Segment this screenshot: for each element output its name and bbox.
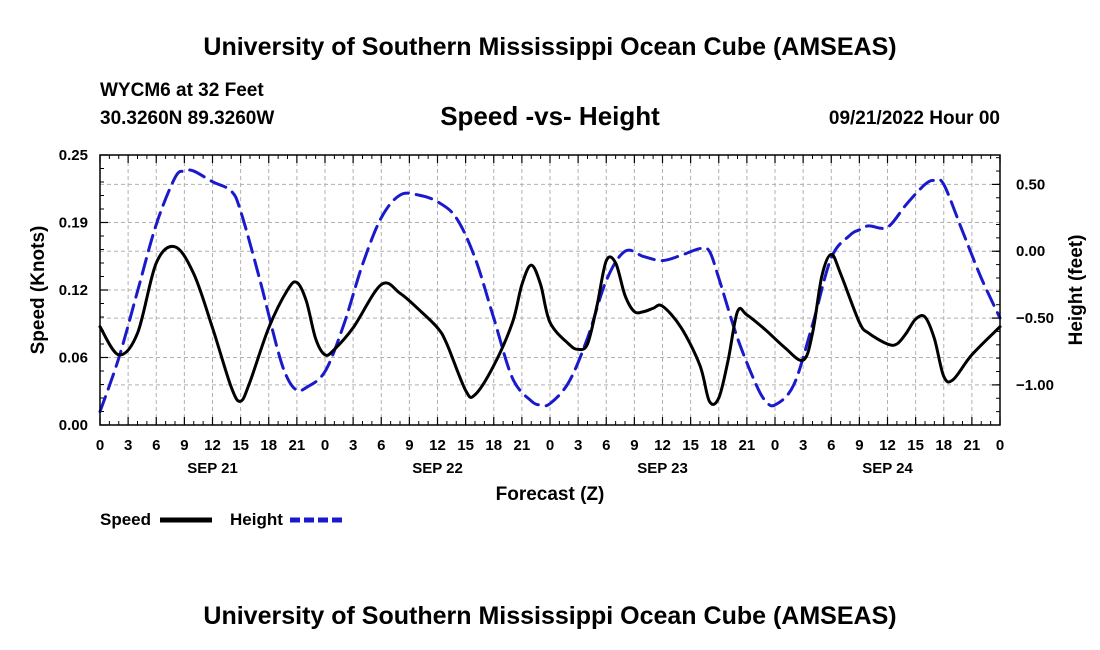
legend: Speed Height xyxy=(100,510,342,529)
y2-tick-label: 0.50 xyxy=(1016,176,1045,193)
day-label: SEP 23 xyxy=(637,460,688,477)
footer-title: University of Southern Mississippi Ocean… xyxy=(203,602,896,630)
y2-axis-label: Height (feet) xyxy=(1066,235,1087,346)
tick-labels: 0 3 6 9 12 15 18 21 0 3 6 9 12 15 18 21 0 3 6 9 12 15 18 21 0 3 6 9… xyxy=(59,147,1054,477)
legend-speed-label: Speed xyxy=(100,510,151,529)
x-tick-label: 15 xyxy=(232,437,249,454)
x-tick-label: 3 xyxy=(799,437,807,454)
x-tick-label: 12 xyxy=(654,437,671,454)
x-tick-label: 21 xyxy=(289,437,306,454)
y-tick-label: 0.06 xyxy=(59,350,88,367)
x-tick-label: 21 xyxy=(964,437,981,454)
day-label: SEP 24 xyxy=(862,460,913,477)
x-tick-label: 12 xyxy=(204,437,221,454)
x-tick-label: 6 xyxy=(602,437,610,454)
x-tick-label: 9 xyxy=(180,437,188,454)
y-tick-label: 0.00 xyxy=(59,417,88,434)
x-tick-label: 18 xyxy=(485,437,502,454)
y-tick-label: 0.25 xyxy=(59,147,88,164)
x-tick-label: 6 xyxy=(152,437,160,454)
y2-tick-label: −0.50 xyxy=(1016,310,1054,327)
coords-label: 30.3260N 89.3260W xyxy=(100,108,274,129)
x-tick-label: 15 xyxy=(457,437,474,454)
y2-tick-label: −1.00 xyxy=(1016,377,1054,394)
chart-title: Speed -vs- Height xyxy=(440,101,660,131)
y2-tick-label: 0.00 xyxy=(1016,243,1045,260)
series-lines xyxy=(98,168,1002,414)
x-tick-label: 18 xyxy=(260,437,277,454)
x-tick-label: 18 xyxy=(710,437,727,454)
x-tick-label: 12 xyxy=(429,437,446,454)
y-tick-label: 0.12 xyxy=(59,282,88,299)
x-tick-label: 15 xyxy=(907,437,924,454)
x-tick-label: 3 xyxy=(349,437,357,454)
station-label: WYCM6 at 32 Feet xyxy=(100,80,264,101)
height-series-line xyxy=(98,168,1002,414)
x-tick-label: 0 xyxy=(771,437,779,454)
x-tick-label: 0 xyxy=(321,437,329,454)
x-tick-label: 15 xyxy=(682,437,699,454)
page-title: University of Southern Mississippi Ocean… xyxy=(203,33,896,61)
y-tick-label: 0.19 xyxy=(59,215,88,232)
y-axis-label: Speed (Knots) xyxy=(28,226,49,355)
x-tick-label: 9 xyxy=(630,437,638,454)
x-tick-label: 3 xyxy=(574,437,582,454)
x-tick-label: 18 xyxy=(935,437,952,454)
legend-height-label: Height xyxy=(230,510,283,529)
x-tick-label: 0 xyxy=(96,437,104,454)
x-tick-label: 9 xyxy=(405,437,413,454)
plot-frame xyxy=(99,154,1001,426)
x-tick-label: 12 xyxy=(879,437,896,454)
x-tick-label: 0 xyxy=(996,437,1004,454)
x-tick-label: 21 xyxy=(739,437,756,454)
gridlines xyxy=(100,155,1000,425)
day-label: SEP 22 xyxy=(412,460,463,477)
forecast-date: 09/21/2022 Hour 00 xyxy=(829,108,1000,129)
x-tick-label: 9 xyxy=(855,437,863,454)
x-tick-label: 6 xyxy=(827,437,835,454)
day-label: SEP 21 xyxy=(187,460,238,477)
speed-series-line xyxy=(98,244,1002,406)
x-tick-label: 6 xyxy=(377,437,385,454)
x-tick-label: 0 xyxy=(546,437,554,454)
x-axis-label: Forecast (Z) xyxy=(496,484,605,505)
x-tick-label: 3 xyxy=(124,437,132,454)
x-tick-label: 21 xyxy=(514,437,531,454)
